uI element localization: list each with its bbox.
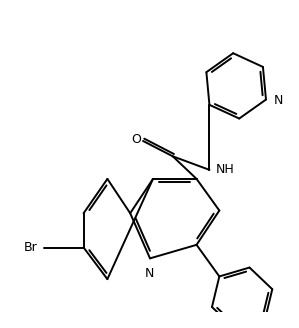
Text: NH: NH [216, 163, 235, 176]
Text: N: N [145, 267, 154, 279]
Text: Br: Br [24, 241, 37, 254]
Text: O: O [132, 133, 141, 146]
Text: N: N [273, 94, 283, 107]
